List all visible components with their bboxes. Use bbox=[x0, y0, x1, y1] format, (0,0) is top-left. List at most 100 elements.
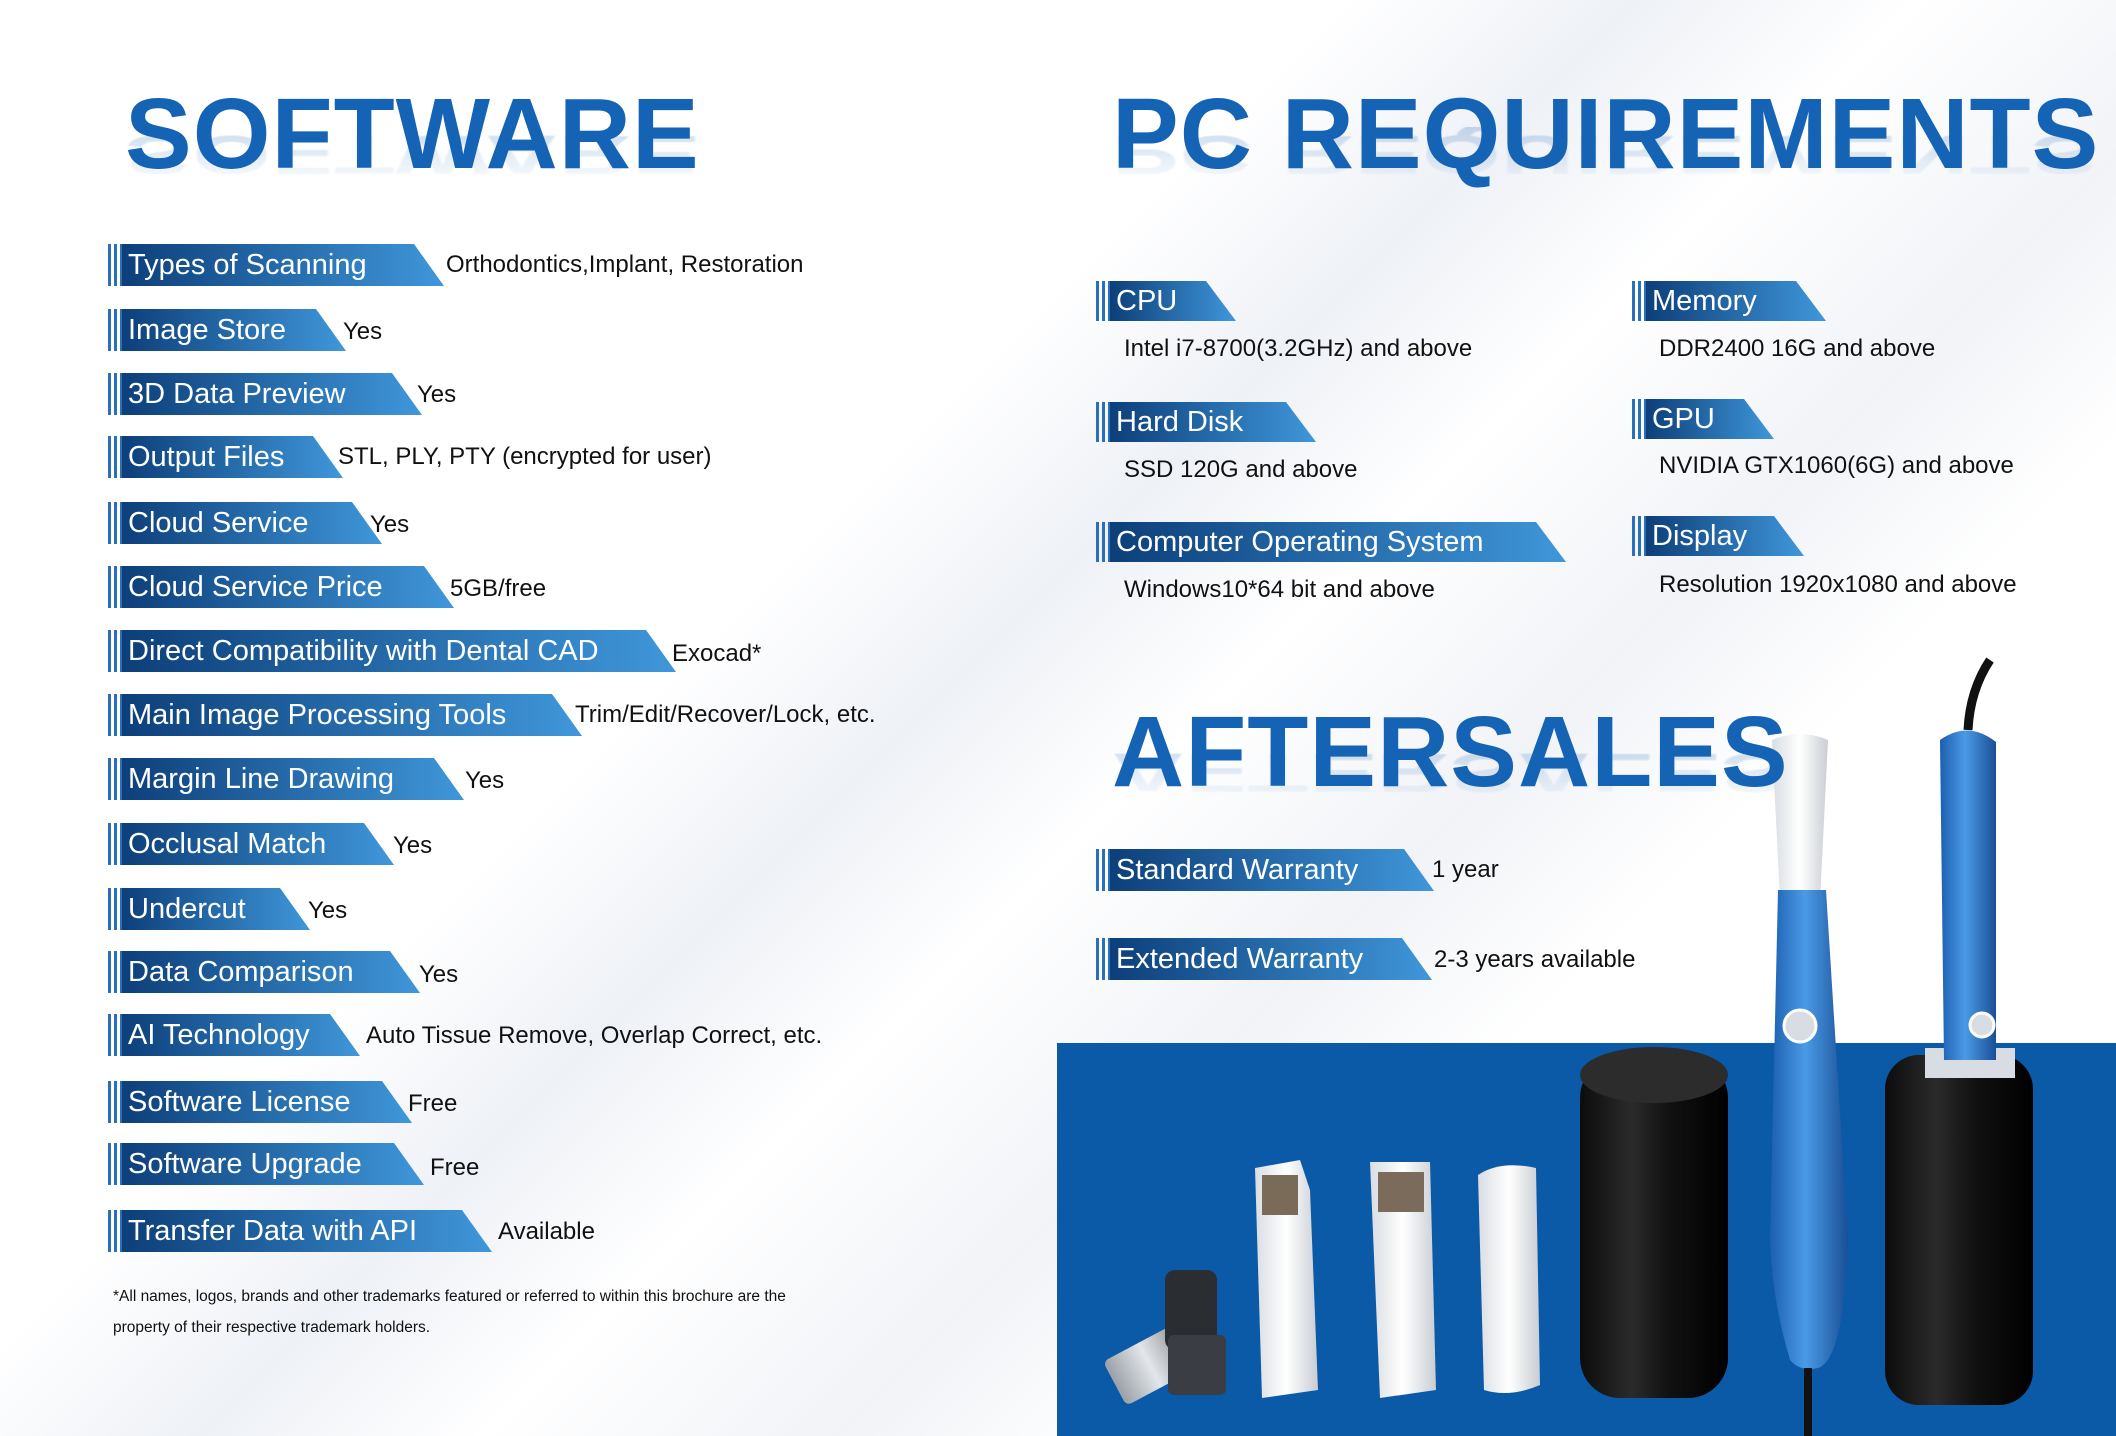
tag-bars bbox=[1096, 938, 1110, 980]
tag-bars bbox=[108, 566, 122, 608]
software-tag-label: Margin Line Drawing bbox=[122, 758, 464, 800]
tag-bars bbox=[1632, 516, 1646, 556]
software-value: Yes bbox=[343, 318, 383, 345]
software-tag: Margin Line Drawing bbox=[108, 758, 464, 800]
pc-value-hard-disk: SSD 120G and above bbox=[1124, 456, 1358, 483]
pc-tag-cpu: CPU bbox=[1096, 281, 1236, 321]
software-value: Yes bbox=[370, 511, 410, 538]
software-tag: Types of Scanning bbox=[108, 244, 444, 286]
software-tag-label: Software License bbox=[122, 1081, 412, 1123]
software-tag: 3D Data Preview bbox=[108, 373, 422, 415]
software-tag: Output Files bbox=[108, 436, 343, 478]
software-tag-label: AI Technology bbox=[122, 1014, 360, 1056]
tag-bars bbox=[108, 436, 122, 478]
software-tag: Direct Compatibility with Dental CAD bbox=[108, 630, 676, 672]
footnote-line-1: *All names, logos, brands and other trad… bbox=[113, 1288, 786, 1305]
software-tag-label: Transfer Data with API bbox=[122, 1210, 492, 1252]
tag-bars bbox=[108, 823, 122, 865]
software-tag-label: Cloud Service Price bbox=[122, 566, 454, 608]
tag-bars bbox=[1632, 281, 1646, 321]
software-tag: Undercut bbox=[108, 888, 310, 930]
software-value: Orthodontics,Implant, Restoration bbox=[446, 251, 804, 278]
software-value: Trim/Edit/Recover/Lock, etc. bbox=[575, 701, 876, 728]
software-tag-label: Direct Compatibility with Dental CAD bbox=[122, 630, 676, 672]
software-tag: Software Upgrade bbox=[108, 1143, 424, 1185]
tag-bars bbox=[1096, 281, 1110, 321]
software-tag-label: 3D Data Preview bbox=[122, 373, 422, 415]
software-tag: Cloud Service bbox=[108, 502, 382, 544]
pc-tag-label: Computer Operating System bbox=[1110, 522, 1566, 562]
software-tag-label: Output Files bbox=[122, 436, 343, 478]
software-tag-label: Software Upgrade bbox=[122, 1143, 424, 1185]
tag-bars bbox=[108, 1143, 122, 1185]
tag-bars bbox=[108, 309, 122, 351]
pc-value-memory: DDR2400 16G and above bbox=[1659, 335, 1936, 362]
software-tag-label: Main Image Processing Tools bbox=[122, 694, 582, 736]
tag-bars bbox=[1096, 849, 1110, 891]
pc-tag-operating-system: Computer Operating System bbox=[1096, 522, 1566, 562]
software-tag: Occlusal Match bbox=[108, 823, 394, 865]
pc-tag-hard-disk: Hard Disk bbox=[1096, 402, 1316, 442]
tag-bars bbox=[1096, 522, 1110, 562]
software-tag-label: Data Comparison bbox=[122, 951, 420, 993]
aftersales-tag-standard: Standard Warranty bbox=[1096, 849, 1434, 891]
aftersales-value-standard: 1 year bbox=[1432, 856, 1499, 883]
software-tag-label: Occlusal Match bbox=[122, 823, 394, 865]
pc-tag-label: CPU bbox=[1110, 281, 1236, 321]
tag-bars bbox=[108, 630, 122, 672]
tag-bars bbox=[108, 1210, 122, 1252]
aftersales-title: AFTERSALES AFTERSALES bbox=[1112, 702, 1789, 900]
software-tag-label: Undercut bbox=[122, 888, 310, 930]
software-value: Free bbox=[430, 1154, 480, 1181]
pc-value-gpu: NVIDIA GTX1060(6G) and above bbox=[1659, 452, 2014, 479]
software-value: Yes bbox=[465, 767, 505, 794]
tag-bars bbox=[108, 888, 122, 930]
software-tag-label: Types of Scanning bbox=[122, 244, 444, 286]
tag-bars bbox=[108, 244, 122, 286]
tag-bars bbox=[108, 758, 122, 800]
software-value: Auto Tissue Remove, Overlap Correct, etc… bbox=[366, 1022, 823, 1049]
software-title: SOFTWARE SOFTWARE bbox=[125, 84, 700, 282]
software-tag: Main Image Processing Tools bbox=[108, 694, 582, 736]
aftersales-tag-label: Standard Warranty bbox=[1110, 849, 1434, 891]
tag-bars bbox=[108, 373, 122, 415]
tag-bars bbox=[108, 502, 122, 544]
tag-bars bbox=[1632, 399, 1646, 439]
software-tag: Cloud Service Price bbox=[108, 566, 454, 608]
software-tag: Software License bbox=[108, 1081, 412, 1123]
pc-tag-label: GPU bbox=[1646, 399, 1774, 439]
pc-tag-display: Display bbox=[1632, 516, 1804, 556]
pc-tag-label: Hard Disk bbox=[1110, 402, 1316, 442]
software-tag-label: Image Store bbox=[122, 309, 346, 351]
pc-tag-label: Display bbox=[1646, 516, 1804, 556]
pc-tag-gpu: GPU bbox=[1632, 399, 1774, 439]
pc-title-text: PC REQUIREMENTS bbox=[1112, 78, 2100, 190]
tag-bars bbox=[108, 1081, 122, 1123]
software-value: 5GB/free bbox=[450, 575, 547, 602]
software-value: Yes bbox=[393, 832, 433, 859]
software-value: Yes bbox=[308, 897, 348, 924]
tag-bars bbox=[1096, 402, 1110, 442]
aftersales-title-text: AFTERSALES bbox=[1112, 696, 1789, 808]
software-value: Exocad* bbox=[672, 640, 762, 667]
software-tag: Image Store bbox=[108, 309, 346, 351]
software-title-text: SOFTWARE bbox=[125, 78, 700, 190]
pc-value-display: Resolution 1920x1080 and above bbox=[1659, 571, 2017, 598]
software-tag: AI Technology bbox=[108, 1014, 360, 1056]
pc-requirements-title: PC REQUIREMENTS PC REQUIREMENTS bbox=[1112, 84, 2099, 282]
software-tag-label: Cloud Service bbox=[122, 502, 382, 544]
software-value: Free bbox=[408, 1090, 458, 1117]
tag-bars bbox=[108, 694, 122, 736]
software-value: Yes bbox=[419, 961, 459, 988]
footnote-line-2: property of their respective trademark h… bbox=[113, 1319, 431, 1336]
software-value: STL, PLY, PTY (encrypted for user) bbox=[338, 443, 712, 470]
pc-value-cpu: Intel i7-8700(3.2GHz) and above bbox=[1124, 335, 1473, 362]
product-photo-panel bbox=[1057, 1043, 2116, 1436]
software-tag: Transfer Data with API bbox=[108, 1210, 492, 1252]
software-value: Yes bbox=[417, 381, 457, 408]
pc-value-operating-system: Windows10*64 bit and above bbox=[1124, 576, 1435, 603]
tag-bars bbox=[108, 1014, 122, 1056]
aftersales-tag-label: Extended Warranty bbox=[1110, 938, 1432, 980]
software-value: Available bbox=[498, 1218, 595, 1245]
software-tag: Data Comparison bbox=[108, 951, 420, 993]
